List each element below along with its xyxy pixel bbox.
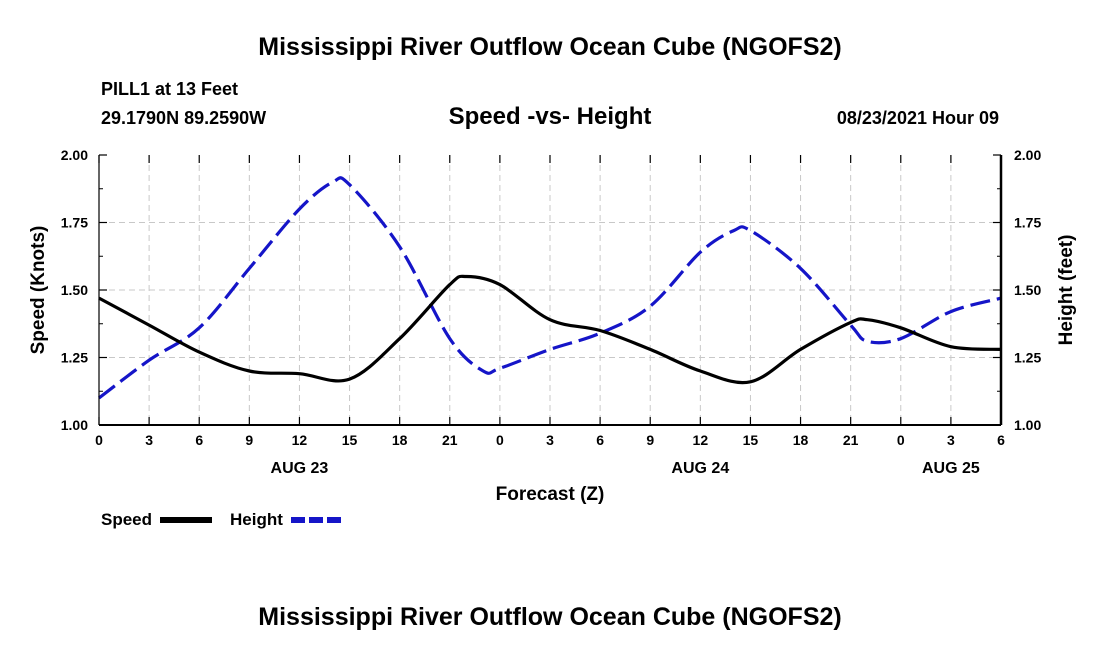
y-tick-label-left: 2.00 <box>61 147 88 163</box>
x-date-label: AUG 23 <box>271 460 329 477</box>
x-tick-label: 12 <box>693 432 709 448</box>
x-tick-label: 21 <box>442 432 458 448</box>
x-tick-label: 18 <box>793 432 809 448</box>
y-tick-label-left: 1.00 <box>61 417 88 433</box>
y-axis-left-title: Speed (Knots) <box>28 226 49 355</box>
x-tick-label: 0 <box>95 432 103 448</box>
y-axis-right-title: Height (feet) <box>1056 235 1077 346</box>
footer-title: Mississippi River Outflow Ocean Cube (NG… <box>258 603 841 631</box>
x-tick-label: 0 <box>496 432 504 448</box>
station-label: PILL1 at 13 Feet <box>101 79 238 99</box>
x-tick-label: 3 <box>947 432 955 448</box>
x-tick-label: 12 <box>292 432 308 448</box>
x-date-label: AUG 24 <box>671 460 729 477</box>
x-tick-label: 9 <box>646 432 654 448</box>
grid-lines <box>99 155 1001 425</box>
legend-height-label: Height <box>230 510 283 529</box>
x-tick-label: 15 <box>743 432 759 448</box>
series-line-speed <box>98 274 1002 385</box>
legend: Speed Height <box>101 510 343 529</box>
y-tick-label-right: 1.25 <box>1014 350 1041 366</box>
y-tick-label-right: 1.75 <box>1014 215 1041 231</box>
x-tick-label: 9 <box>245 432 253 448</box>
x-tick-label: 15 <box>342 432 358 448</box>
legend-speed-label: Speed <box>101 510 152 529</box>
chart-subtitle: Speed -vs- Height <box>449 103 652 130</box>
series-line-height <box>98 176 1002 400</box>
x-tick-label: 6 <box>195 432 203 448</box>
station-coords: 29.1790N 89.2590W <box>101 108 266 128</box>
x-tick-label: 0 <box>897 432 905 448</box>
y-tick-label-left: 1.75 <box>61 215 88 231</box>
y-tick-label-right: 1.50 <box>1014 282 1041 298</box>
axes: 0 3 6 9 12 15 18 21 0 3 6 9 12 15 18 21 0 3 6 AUG 23 AUG 24 A… <box>61 147 1042 477</box>
series-layer <box>98 176 1002 400</box>
y-tick-label-right: 2.00 <box>1014 147 1041 163</box>
main-title: Mississippi River Outflow Ocean Cube (NG… <box>258 33 841 61</box>
y-tick-label-left: 1.50 <box>61 282 88 298</box>
x-date-label: AUG 25 <box>922 460 980 477</box>
x-tick-label: 21 <box>843 432 859 448</box>
x-axis-title: Forecast (Z) <box>496 484 605 505</box>
x-tick-label: 3 <box>145 432 153 448</box>
x-tick-label: 3 <box>546 432 554 448</box>
y-tick-label-right: 1.00 <box>1014 417 1041 433</box>
y-tick-label-left: 1.25 <box>61 350 88 366</box>
x-tick-label: 6 <box>596 432 604 448</box>
forecast-datetime: 08/23/2021 Hour 09 <box>837 108 999 128</box>
x-tick-label: 6 <box>997 432 1005 448</box>
x-tick-label: 18 <box>392 432 408 448</box>
